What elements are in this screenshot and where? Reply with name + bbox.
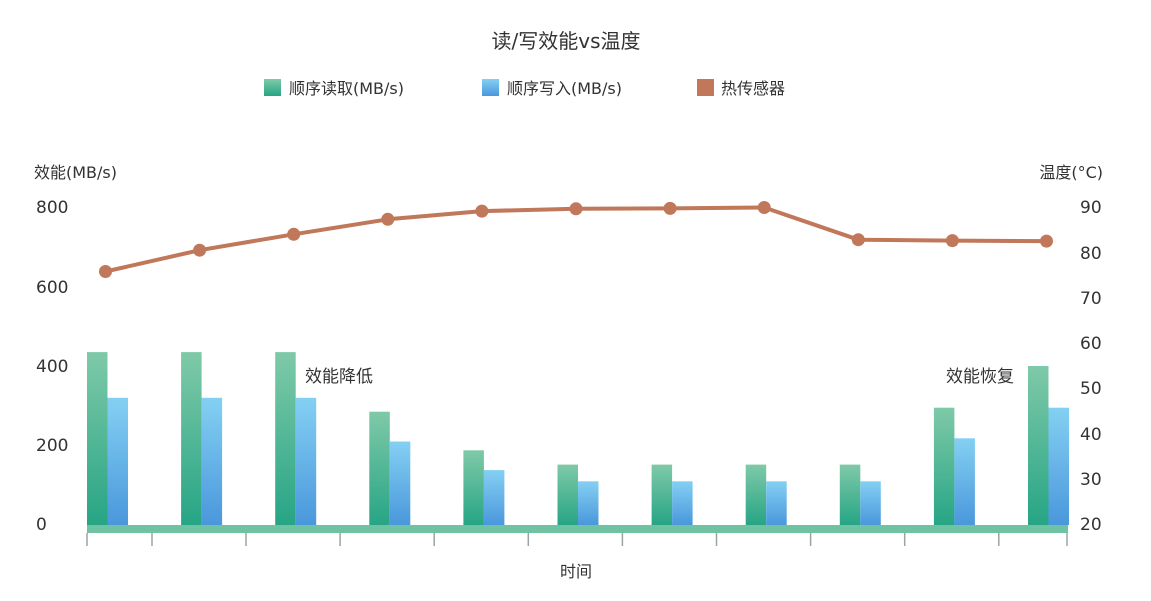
legend-label-read: 顺序读取(MB/s) (289, 79, 404, 98)
legend-swatch-write (482, 79, 499, 96)
bar-series-group (87, 352, 1069, 525)
bar-read (463, 450, 484, 525)
y-right-tick-label: 90 (1080, 198, 1102, 218)
y-axis-right-title: 温度(°C) (1039, 163, 1103, 182)
y-right-tick-label: 40 (1080, 425, 1102, 445)
bar-read (651, 464, 673, 525)
x-axis-ticks (86, 533, 1068, 546)
bar-write (389, 441, 411, 525)
bar-read (745, 464, 767, 525)
bar-write (860, 481, 881, 525)
temperature-point (663, 201, 677, 215)
temperature-point (851, 233, 865, 247)
x-axis-title: 时间 (560, 562, 592, 581)
annotation-performance-drop: 效能降低 (305, 367, 373, 387)
y-right-tick-label: 20 (1080, 515, 1102, 535)
temperature-point (945, 234, 959, 248)
x-axis-band (87, 525, 1068, 533)
temperature-point (381, 212, 395, 226)
bar-read (839, 464, 861, 525)
bar-read (181, 352, 202, 525)
legend-swatch-temp (697, 79, 714, 96)
bar-write (201, 397, 223, 525)
annotation-performance-recover: 效能恢复 (946, 367, 1014, 387)
temperature-point (193, 243, 207, 257)
temperature-point (1040, 234, 1053, 248)
y-left-tick-label: 200 (36, 436, 68, 456)
bar-read (933, 407, 955, 525)
temperature-line (105, 205, 1047, 274)
y-right-tick-label: 30 (1080, 470, 1102, 490)
bar-write (672, 481, 693, 525)
y-left-tick-label: 0 (36, 515, 47, 535)
bar-write (295, 397, 317, 525)
y-left-tick-label: 400 (36, 357, 68, 377)
bar-read (275, 352, 296, 525)
temperature-line-group (99, 201, 1053, 278)
legend-label-write: 顺序写入(MB/s) (507, 79, 622, 98)
temperature-point (757, 201, 771, 214)
bar-write (766, 481, 787, 525)
temperature-point (287, 227, 301, 241)
y-right-tick-label: 80 (1080, 244, 1102, 264)
y-right-tick-label: 60 (1080, 334, 1102, 354)
bar-write (954, 438, 975, 525)
bar-read (87, 352, 108, 525)
y-axis-left-ticks: 800 600 400 200 0 (36, 198, 68, 535)
y-left-tick-label: 600 (36, 278, 68, 298)
chart-title: 读/写效能vs温度 (492, 29, 641, 53)
legend-label-temp: 热传感器 (721, 79, 785, 98)
temperature-point (569, 202, 583, 216)
bar-read (369, 411, 390, 525)
bar-write (1048, 407, 1069, 525)
y-right-tick-label: 70 (1080, 289, 1102, 309)
y-right-tick-label: 50 (1080, 379, 1102, 399)
temperature-point (99, 265, 112, 278)
y-left-tick-label: 800 (36, 198, 68, 218)
y-axis-left-title: 效能(MB/s) (34, 163, 117, 182)
bar-read (557, 464, 578, 525)
y-axis-right-ticks: 90 80 70 60 50 40 30 20 (1080, 198, 1102, 535)
temperature-point (475, 204, 489, 218)
legend-swatch-read (264, 79, 281, 96)
bar-write (483, 470, 505, 525)
bar-write (107, 397, 128, 525)
bar-write (578, 481, 599, 525)
legend: 顺序读取(MB/s) 顺序写入(MB/s) 热传感器 (264, 79, 785, 98)
bar-read (1028, 366, 1049, 525)
